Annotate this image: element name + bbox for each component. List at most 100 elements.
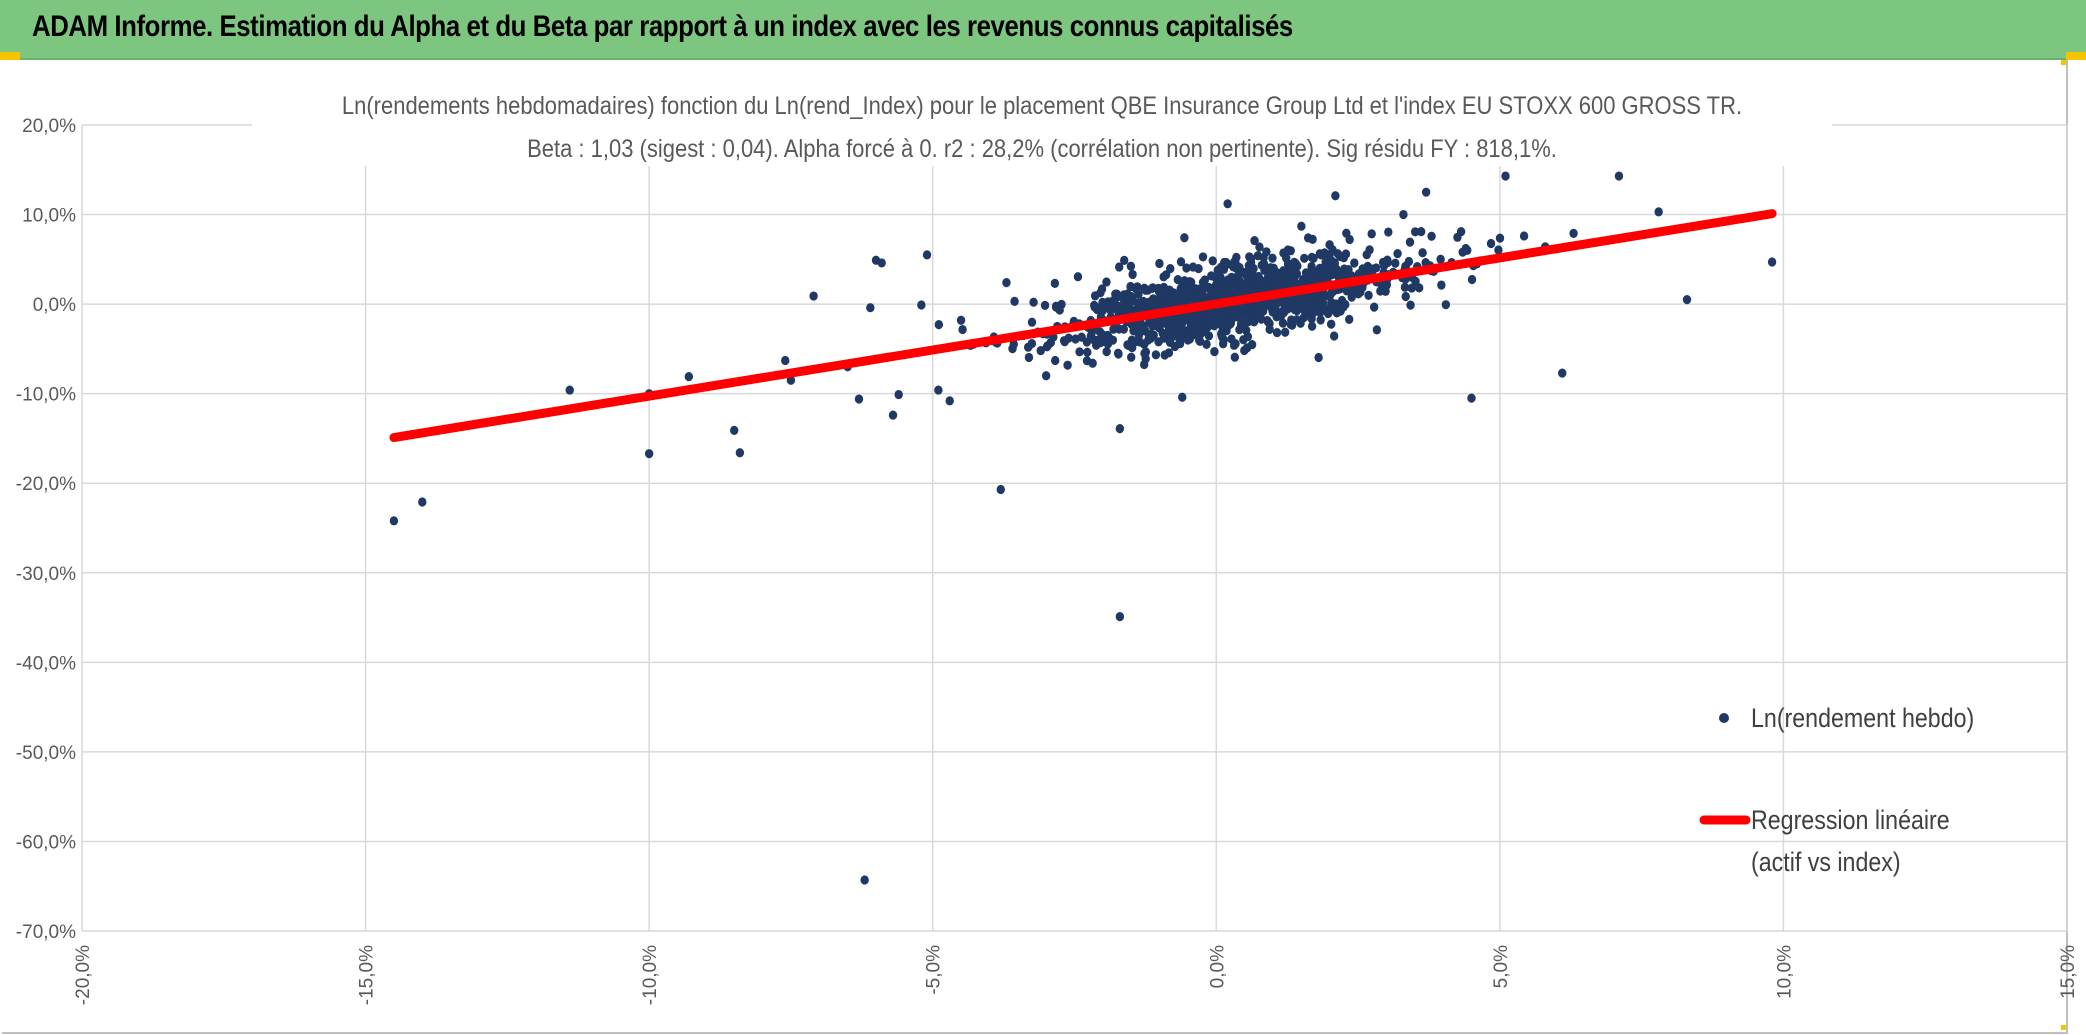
scatter-point [1029,297,1038,307]
scatter-point [1458,247,1467,257]
x-tick-label: 0,0% [1207,945,1228,988]
scatter-point [1182,285,1192,296]
scatter-point [1161,270,1171,280]
scatter-point [1249,317,1259,327]
scatter-point [1767,257,1777,267]
scatter-point [1073,272,1083,282]
scatter-point [1467,393,1476,403]
scatter-point [1569,228,1578,238]
scatter-point [1682,295,1692,305]
scatter-point [1063,360,1072,370]
scatter-point [1115,612,1125,622]
scatter-point [1345,314,1354,324]
grid-layer [81,124,2068,932]
scatter-point [1307,321,1317,331]
scatter-point [1127,291,1136,302]
frame-mark-bottom [2061,1025,2066,1030]
scatter-point [1356,287,1365,297]
scatter-point [1221,257,1231,268]
scatter-point [1325,291,1334,301]
scatter-point [1253,251,1263,261]
scatter-point [1364,290,1373,300]
x-tick-label: -15,0% [357,945,378,1005]
scatter-point [735,448,745,458]
scatter-point [1139,359,1149,370]
scatter-point [1008,344,1017,354]
scatter-point [1134,330,1144,340]
scatter-point [922,250,932,260]
scatter-point [1165,337,1175,348]
scatter-point [1280,327,1290,337]
scatter-point [1383,257,1392,268]
scatter-point [1236,282,1245,293]
scatter-point [1260,265,1269,275]
legend-label-regression: Regression linéaire [1751,805,1950,835]
scatter-point [1382,279,1391,289]
scatter-point [1059,336,1069,346]
scatter-point [1407,283,1416,293]
scatter-point [1089,334,1098,345]
scatter-point [1391,258,1400,268]
scatter-point [1219,318,1228,328]
chart-legend: Ln(rendement hebdo) Regression linéaire … [1699,703,1974,877]
scatter-point [1178,277,1187,287]
scatter-point [1330,264,1339,274]
y-tick-label: -50,0% [16,743,76,764]
scatter-point [1427,231,1436,241]
scatter-point [1211,318,1220,328]
scatter-point [1418,248,1427,258]
scatter-point [1614,171,1624,181]
scatter-point [1218,280,1227,291]
page-title: ADAM Informe. Estimation du Alpha et du … [32,10,1293,43]
scatter-point [1227,334,1236,344]
scatter-point [1133,282,1142,292]
scatter-point [1283,245,1293,255]
scatter-point [1148,301,1158,311]
scatter-point [1155,258,1164,269]
scatter-point [1027,317,1037,327]
scatter-point [1151,350,1161,360]
scatter-point [1183,335,1193,345]
scatter-point [1010,296,1019,306]
scatter-point [1027,338,1037,349]
scatter-point [1436,254,1445,264]
scatter-point [1176,257,1186,267]
scatter-point [1258,278,1268,288]
scatter-point [1416,226,1426,237]
scatter-point [1441,300,1451,310]
y-tick-label: -60,0% [16,832,76,853]
scatter-point [1113,306,1123,316]
scatter-point [1341,299,1350,310]
scatter-point [1002,278,1011,288]
scatter-point [1205,283,1214,293]
scatter-point [956,315,966,325]
scatter-point [877,258,886,268]
scatter-point [644,449,654,459]
scatter-point [1384,227,1393,237]
scatter-point [1050,278,1060,289]
scatter-point [1097,284,1107,294]
scatter-point [1265,324,1274,334]
scatter-point [1088,358,1097,368]
scatter-point [1266,276,1276,286]
scatter-point [1519,231,1529,241]
scatter-point [1172,323,1181,333]
scatter-point [1362,250,1371,260]
scatter-point [1182,263,1191,273]
scatter-point [1160,350,1169,360]
scatter-point [1345,234,1354,245]
chart-title: Ln(rendements hebdomadaires) fonction du… [342,92,1742,120]
scatter-point [1202,339,1211,349]
scatter-point [1083,347,1092,357]
scatter-point [1126,281,1135,292]
scatter-point [1369,302,1379,312]
scatter-point [1120,291,1130,301]
scatter-point [1321,272,1330,282]
scatter-point [1055,305,1064,315]
scatter-point [1359,266,1368,276]
scatter-point [1146,329,1155,339]
scatter-point [1234,312,1243,322]
scatter-point [1290,257,1299,268]
scatter-point [1268,307,1277,317]
